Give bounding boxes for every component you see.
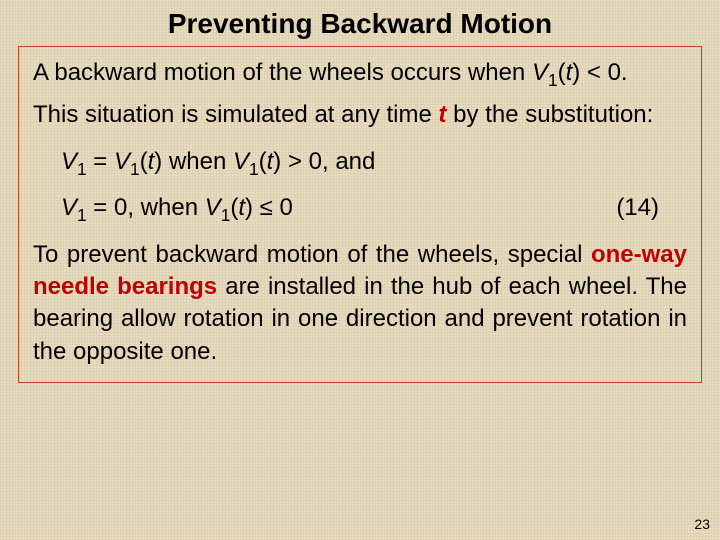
eq1-cond-sub: 1 <box>249 159 259 179</box>
equation-block: V1 = V1(t) when V1(t) > 0, and V1 = 0, w… <box>33 146 687 225</box>
equation-number: (14) <box>616 192 687 224</box>
eq1-lhs-V: V <box>61 148 77 175</box>
p1-tail: ) < 0. <box>572 59 627 86</box>
equation-line-2: V1 = 0, when V1(t) ≤ 0 (14) <box>61 192 687 224</box>
p2-var-t: t <box>439 101 447 128</box>
eq2-eq: = 0, when <box>87 194 205 221</box>
eq1-cond-V: V <box>233 148 249 175</box>
eq1-rhs-V: V <box>114 148 130 175</box>
paragraph-1: A backward motion of the wheels occurs w… <box>33 57 687 89</box>
eq2-body: V1 = 0, when V1(t) ≤ 0 <box>61 192 293 224</box>
p1-paren-open: ( <box>558 59 566 86</box>
eq1-lhs-sub: 1 <box>77 159 87 179</box>
paragraph-2: This situation is simulated at any time … <box>33 99 687 131</box>
p1-sub-1: 1 <box>548 70 558 90</box>
eq2-tail: 0 <box>273 194 293 221</box>
eq2-lhs-sub: 1 <box>77 205 87 225</box>
eq2-cond-sub: 1 <box>221 205 231 225</box>
slide-title: Preventing Backward Motion <box>0 0 720 46</box>
eq1-cond-tail: ) > 0, and <box>273 148 375 175</box>
eq1-rhs-po: ( <box>140 148 148 175</box>
content-box: A backward motion of the wheels occurs w… <box>18 46 702 383</box>
eq2-cond-V: V <box>205 194 221 221</box>
p1-var-V: V <box>532 59 548 86</box>
eq1-eq: = <box>87 148 114 175</box>
eq1-rhs-sub: 1 <box>130 159 140 179</box>
eq1-when: when <box>162 148 233 175</box>
p1-text-a: A backward motion of the wheels occurs w… <box>33 59 532 86</box>
page-number: 23 <box>694 516 710 532</box>
p2-text-b: by the substitution: <box>447 101 654 128</box>
eq1-cond-po: ( <box>259 148 267 175</box>
spacer <box>33 89 687 99</box>
eq2-cond-pc: ) <box>245 194 260 221</box>
spacer <box>33 225 687 239</box>
eq2-cond-t: t <box>238 194 245 221</box>
paragraph-3: To prevent backward motion of the wheels… <box>33 239 687 369</box>
eq2-leq: ≤ <box>260 194 273 221</box>
p2-text-a: This situation is simulated at any time <box>33 101 439 128</box>
equation-line-1: V1 = V1(t) when V1(t) > 0, and <box>61 146 687 178</box>
p3-text-a: To prevent backward motion of the wheels… <box>33 241 591 268</box>
eq2-lhs-V: V <box>61 194 77 221</box>
